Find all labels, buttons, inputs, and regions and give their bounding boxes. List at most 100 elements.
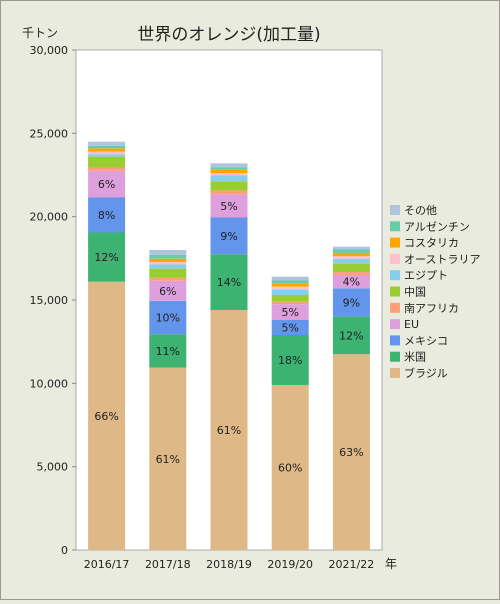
bar-segment [271,320,309,335]
legend-swatch [390,319,400,330]
bar-segment [149,264,187,269]
bar-segment [210,190,248,195]
bar-segment [88,197,126,233]
legend-swatch [390,368,400,378]
bar-segment [88,141,126,146]
data-label: 10% [156,312,180,325]
bar-segment [210,194,248,218]
x-tick-label: 2017/18 [145,558,191,571]
bars: 66% 12% 8% 6% 61% 11% 10% 6% 61% 14% 9% 5% 60% 18% 5% 5… [88,141,370,550]
bar-segment [210,167,248,170]
x-tick-label: 2019/20 [267,558,313,571]
bar-segment [149,334,187,368]
bar-segment [88,148,126,152]
bar-segment [332,258,370,264]
bar-segment [332,256,370,259]
bar-segment [210,310,248,550]
bar-segment [210,169,248,173]
data-label: 9% [220,230,237,243]
legend-swatch [390,205,400,215]
legend-swatch [390,335,400,346]
bar-segment [271,304,309,320]
bar-segment [271,290,309,295]
bar-segment [332,252,370,257]
legend-label: アルゼンチン [404,220,470,233]
bar-segment [332,272,370,275]
y-tick-label: 15,000 [30,294,69,307]
legend-swatch [390,253,400,264]
bar-segment [271,301,309,305]
bar-segment [88,170,126,198]
bar-segment [210,173,248,176]
bar-segment [210,217,248,255]
bar-segment [149,367,187,550]
data-label: 60% [278,462,302,475]
data-label: 5% [281,306,298,319]
bar-segment [149,258,187,262]
bar-segment [149,280,187,301]
data-label: 61% [217,424,241,437]
bar-segment [88,154,126,157]
legend-label: その他 [404,204,437,217]
bar-segment [210,175,248,182]
x-axis-unit: 年 [385,557,397,571]
legend-swatch [390,221,400,232]
bar-segment [271,295,309,302]
x-tick-label: 2018/19 [206,558,252,571]
y-tick-label: 5,000 [37,461,69,474]
bar-segment [88,281,126,550]
data-label: 12% [339,329,363,342]
bar-segment [210,181,248,191]
bar-segment [271,280,309,284]
bar-segment [88,232,126,282]
legend-label: コスタリカ [404,237,459,250]
bar-segment [332,275,370,289]
bar-segment [88,145,126,149]
y-axis-unit: 千トン [22,26,58,40]
bar-segment [332,288,370,317]
data-label: 61% [156,453,180,466]
data-label: 6% [159,285,176,298]
data-label: 18% [278,354,302,367]
bar-segment [271,276,309,281]
legend-label: メキシコ [404,334,448,347]
data-label: 8% [98,209,115,222]
bar-segment [332,316,370,355]
bar-segment [271,286,309,290]
bar-segment [88,156,126,168]
bar-segment [332,354,370,550]
data-label: 14% [217,276,241,289]
data-label: 66% [94,410,118,423]
bar-segment [149,277,187,281]
bar-segment [332,246,370,250]
legend-label: エジプト [404,269,448,282]
bar-segment [149,254,187,259]
legend-label: オーストラリア [404,253,480,266]
bar-segment [149,300,187,335]
bar-segment [332,263,370,272]
data-label: 6% [98,178,115,191]
bar-segment [210,254,248,310]
data-label: 5% [281,322,298,335]
legend-label: ブラジル [404,366,448,380]
bar-segment [88,151,126,155]
x-axis: 2016/17 2017/18 2018/19 2019/20 2021/22 [84,558,375,571]
data-label: 63% [339,446,363,459]
bar-segment [149,250,187,255]
bar-segment [271,385,309,550]
y-axis: 0 5,000 10,000 15,000 20,000 25,000 30,000 [30,44,76,557]
bar-segment [271,335,309,385]
y-tick-label: 25,000 [30,127,69,140]
legend-label: 米国 [404,351,426,364]
legend-label: 南アフリカ [404,302,459,315]
data-label: 12% [94,251,118,264]
data-label: 11% [156,345,180,358]
legend-swatch [390,302,400,313]
bar-segment [88,167,126,171]
y-tick-label: 20,000 [30,211,69,224]
bar-segment [149,268,187,278]
legend-swatch [390,351,400,362]
